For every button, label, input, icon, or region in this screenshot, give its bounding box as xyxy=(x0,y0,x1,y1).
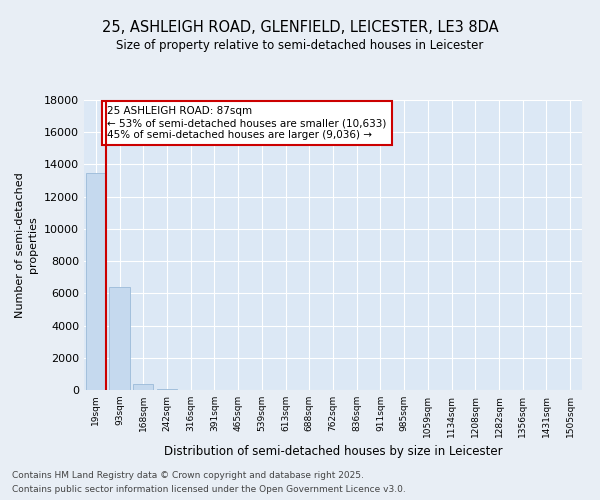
Text: Size of property relative to semi-detached houses in Leicester: Size of property relative to semi-detach… xyxy=(116,38,484,52)
Y-axis label: Number of semi-detached
properties: Number of semi-detached properties xyxy=(15,172,38,318)
Text: 25 ASHLEIGH ROAD: 87sqm
← 53% of semi-detached houses are smaller (10,633)
45% o: 25 ASHLEIGH ROAD: 87sqm ← 53% of semi-de… xyxy=(107,106,386,140)
Bar xyxy=(157,389,177,390)
Text: Contains public sector information licensed under the Open Government Licence v3: Contains public sector information licen… xyxy=(12,484,406,494)
X-axis label: Distribution of semi-detached houses by size in Leicester: Distribution of semi-detached houses by … xyxy=(164,446,502,458)
Text: Contains HM Land Registry data © Crown copyright and database right 2025.: Contains HM Land Registry data © Crown c… xyxy=(12,472,364,480)
Bar xyxy=(86,172,106,390)
Bar xyxy=(133,384,154,390)
Bar xyxy=(109,287,130,390)
Text: 25, ASHLEIGH ROAD, GLENFIELD, LEICESTER, LE3 8DA: 25, ASHLEIGH ROAD, GLENFIELD, LEICESTER,… xyxy=(101,20,499,35)
